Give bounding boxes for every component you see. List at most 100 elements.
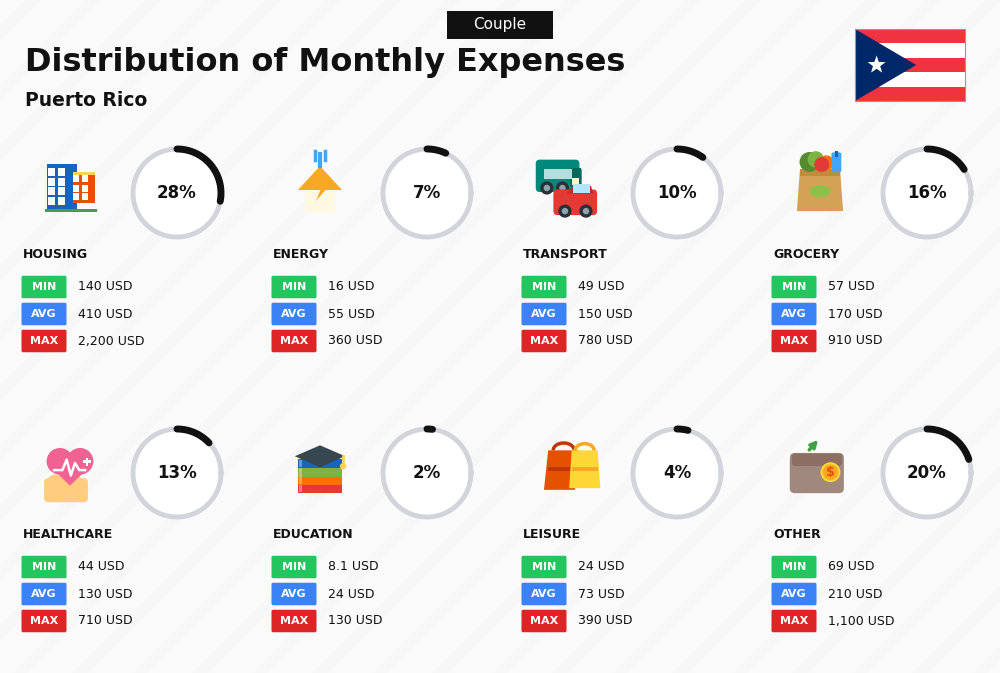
FancyBboxPatch shape: [305, 190, 335, 212]
Text: 150 USD: 150 USD: [578, 308, 633, 320]
Circle shape: [821, 463, 840, 481]
FancyBboxPatch shape: [272, 276, 316, 298]
FancyBboxPatch shape: [835, 151, 838, 157]
Circle shape: [67, 449, 93, 474]
Polygon shape: [633, 149, 721, 237]
FancyBboxPatch shape: [48, 178, 55, 186]
Text: 24 USD: 24 USD: [578, 561, 624, 573]
Polygon shape: [633, 429, 721, 517]
FancyBboxPatch shape: [298, 458, 342, 468]
FancyBboxPatch shape: [522, 303, 567, 325]
Text: LEISURE: LEISURE: [523, 528, 581, 542]
Circle shape: [583, 209, 588, 213]
Text: HOUSING: HOUSING: [23, 248, 88, 262]
Text: MAX: MAX: [780, 336, 808, 346]
Text: $: $: [826, 466, 835, 479]
Circle shape: [544, 186, 549, 190]
Text: 2%: 2%: [413, 464, 441, 482]
Text: 170 USD: 170 USD: [828, 308, 883, 320]
FancyBboxPatch shape: [772, 556, 817, 578]
FancyBboxPatch shape: [855, 29, 965, 43]
Circle shape: [560, 186, 565, 190]
Circle shape: [67, 475, 82, 490]
Polygon shape: [883, 149, 971, 237]
Text: AVG: AVG: [531, 589, 557, 599]
Text: MIN: MIN: [32, 282, 56, 292]
FancyBboxPatch shape: [48, 187, 55, 195]
Text: 390 USD: 390 USD: [578, 614, 633, 627]
FancyBboxPatch shape: [44, 479, 88, 502]
FancyBboxPatch shape: [86, 458, 88, 466]
Text: 57 USD: 57 USD: [828, 281, 875, 293]
FancyBboxPatch shape: [536, 160, 579, 192]
FancyBboxPatch shape: [548, 467, 579, 471]
FancyBboxPatch shape: [855, 87, 965, 101]
Text: EDUCATION: EDUCATION: [273, 528, 354, 542]
Polygon shape: [133, 429, 221, 517]
FancyBboxPatch shape: [772, 330, 817, 352]
FancyBboxPatch shape: [522, 583, 567, 605]
Text: 2,200 USD: 2,200 USD: [78, 334, 144, 347]
FancyBboxPatch shape: [47, 164, 77, 211]
Text: Couple: Couple: [473, 17, 527, 32]
Text: Puerto Rico: Puerto Rico: [25, 92, 147, 110]
Polygon shape: [383, 429, 471, 517]
FancyBboxPatch shape: [58, 187, 65, 195]
Text: 210 USD: 210 USD: [828, 588, 883, 600]
Text: MAX: MAX: [780, 616, 808, 626]
FancyBboxPatch shape: [272, 583, 316, 605]
Polygon shape: [868, 56, 886, 73]
Text: MAX: MAX: [280, 336, 308, 346]
Ellipse shape: [809, 186, 830, 197]
Text: ENERGY: ENERGY: [273, 248, 329, 262]
FancyBboxPatch shape: [772, 303, 817, 325]
FancyBboxPatch shape: [58, 178, 65, 186]
Text: 73 USD: 73 USD: [578, 588, 625, 600]
FancyBboxPatch shape: [22, 556, 66, 578]
FancyBboxPatch shape: [573, 184, 590, 193]
Circle shape: [808, 152, 823, 167]
FancyBboxPatch shape: [553, 190, 597, 215]
FancyBboxPatch shape: [48, 168, 55, 176]
Circle shape: [341, 464, 346, 469]
Circle shape: [541, 182, 553, 194]
FancyBboxPatch shape: [772, 610, 817, 632]
Polygon shape: [569, 450, 600, 488]
FancyBboxPatch shape: [272, 610, 316, 632]
FancyBboxPatch shape: [855, 43, 965, 58]
FancyBboxPatch shape: [22, 303, 66, 325]
FancyBboxPatch shape: [522, 276, 567, 298]
Text: MIN: MIN: [282, 562, 306, 572]
Text: 24 USD: 24 USD: [328, 588, 374, 600]
Polygon shape: [567, 186, 593, 193]
Text: 20%: 20%: [907, 464, 947, 482]
FancyBboxPatch shape: [83, 460, 91, 463]
Circle shape: [48, 475, 63, 490]
FancyBboxPatch shape: [772, 276, 817, 298]
Text: HEALTHCARE: HEALTHCARE: [23, 528, 113, 542]
FancyBboxPatch shape: [299, 460, 302, 467]
Polygon shape: [544, 450, 579, 490]
FancyBboxPatch shape: [45, 209, 97, 212]
FancyBboxPatch shape: [544, 169, 553, 179]
FancyBboxPatch shape: [299, 468, 302, 476]
FancyBboxPatch shape: [73, 172, 95, 203]
Text: AVG: AVG: [31, 309, 57, 319]
Text: MIN: MIN: [282, 282, 306, 292]
FancyBboxPatch shape: [82, 175, 88, 182]
Text: 4%: 4%: [663, 464, 691, 482]
FancyBboxPatch shape: [272, 556, 316, 578]
Polygon shape: [133, 149, 221, 237]
Text: 69 USD: 69 USD: [828, 561, 875, 573]
Text: MAX: MAX: [30, 336, 58, 346]
Text: 710 USD: 710 USD: [78, 614, 133, 627]
Text: MIN: MIN: [32, 562, 56, 572]
Text: 1,100 USD: 1,100 USD: [828, 614, 895, 627]
Text: TRANSPORT: TRANSPORT: [523, 248, 608, 262]
Circle shape: [823, 465, 838, 479]
Text: 10%: 10%: [657, 184, 697, 202]
Polygon shape: [883, 429, 971, 517]
Circle shape: [580, 205, 592, 217]
FancyBboxPatch shape: [22, 330, 66, 352]
FancyBboxPatch shape: [73, 175, 79, 182]
